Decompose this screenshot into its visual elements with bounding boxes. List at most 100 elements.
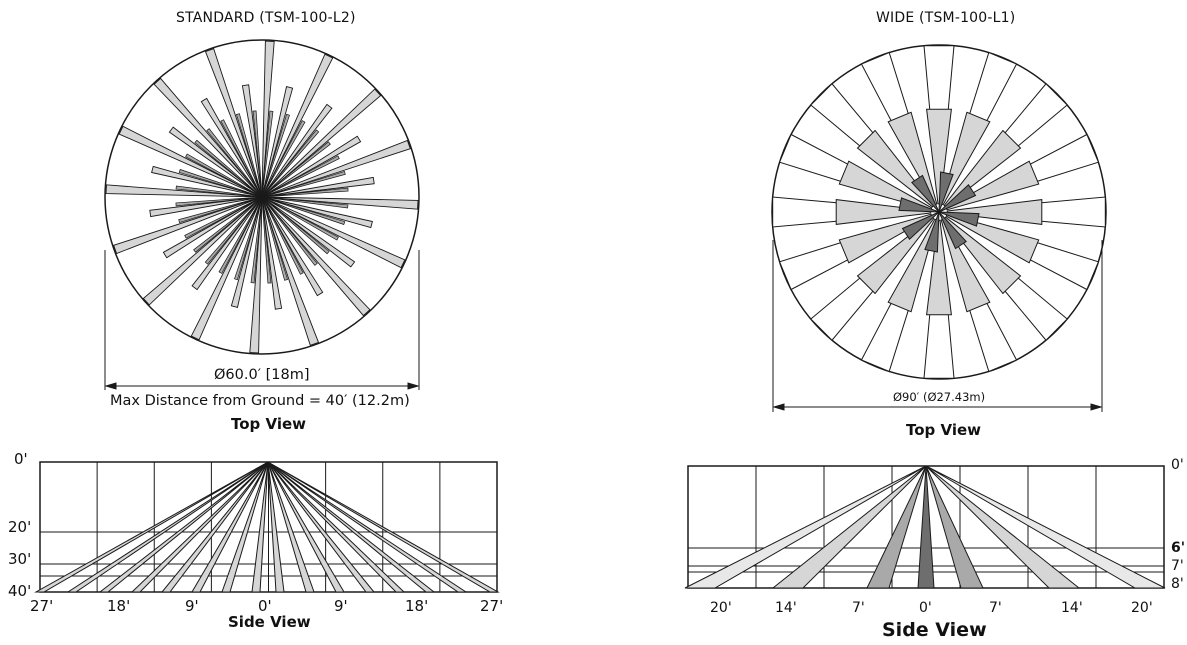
standard-y-label-1: 20' [8,518,32,536]
wide-side-beam [866,465,927,589]
wide-y-label-0: 0' [1171,457,1184,473]
standard-zone-ray-inner [261,110,274,198]
standard-zone-ray-inner [252,110,263,198]
wide-side-beam [925,465,1081,589]
wide-top-view [771,44,1107,380]
standard-zone-ray [261,40,275,198]
standard-zone-ray [153,77,263,198]
standard-side-view-caption: Side View [228,613,311,631]
standard-zone-ray-inner [178,169,263,198]
standard-zone-ray [261,196,283,310]
standard-detection-zones [105,40,419,354]
standard-zone-ray [113,196,263,255]
wide-inner-zone [938,171,954,213]
standard-zone-ray [261,196,356,268]
standard-zone-ray-inner [250,196,263,284]
wide-title: WIDE (TSM-100-L1) [876,10,1016,26]
standard-max-distance-label: Max Distance from Ground = 40′ (12.2m) [110,393,410,409]
standard-side-beam [267,461,500,593]
wide-x-label-2: 7' [852,600,865,616]
standard-diameter-dimension [104,250,420,390]
standard-zone-ray [261,176,375,198]
standard-x-label-3: 0' [258,597,272,615]
standard-top-view [104,39,420,355]
wide-y-label-2: 7' [1171,558,1184,574]
standard-zone-ray-inner [234,196,263,281]
wide-side-beam [771,465,927,589]
standard-zone-ray [261,139,411,198]
standard-zone-ray-inner [193,196,263,253]
standard-side-beam [267,461,468,593]
wide-inner-zone [901,211,940,240]
standard-zone-ray [261,196,371,317]
standard-zone-ray [105,184,263,198]
standard-side-beam [160,461,269,593]
standard-side-beam [267,461,436,593]
wide-diameter-label: Ø90′ (Ø27.43m) [893,390,986,404]
wide-inner-zone [938,184,977,213]
wide-y-label-3: 8' [1171,576,1184,592]
standard-zone-ray-inner [261,155,340,198]
standard-y-label-3: 40' [8,582,32,600]
standard-zone-ray-inner [218,196,263,274]
standard-zone-ray-inner [261,170,346,198]
standard-top-view-caption: Top View [231,415,307,433]
standard-zone-ray-inner [204,196,263,265]
wide-top-view-caption: Top View [906,421,982,439]
wide-x-label-0: 20' [710,600,732,616]
standard-zone-ray [190,196,263,341]
standard-side-beam [267,461,345,593]
standard-zone-ray [200,97,263,198]
standard-zone-ray-inner [178,196,263,224]
standard-zone-ray [261,135,362,198]
standard-diameter-label: Ø60.0′ [18m] [214,367,310,383]
standard-side-beam [66,461,269,593]
standard-zone-ray-inner [261,129,320,198]
wide-x-label-5: 14' [1061,600,1083,616]
standard-x-label-0: 27' [30,597,54,615]
standard-zone-ray-inner [261,196,272,284]
standard-zone-ray-inner [261,196,346,225]
standard-zone-ray-inner [194,139,263,198]
standard-zone-ray-inner [261,141,331,198]
standard-zone-ray [241,84,263,198]
standard-zone-ray [151,165,263,198]
wide-side-view-caption: Side View [882,619,987,641]
standard-zone-ray-inner [206,128,263,198]
standard-zone-ray [162,196,263,259]
standard-side-beam [191,461,269,593]
standard-zone-ray-inner [261,187,349,198]
wide-side-beam [925,465,984,589]
standard-zone-ray [261,88,382,198]
standard-zone-ray-inner [261,120,306,198]
wide-side-beam [917,465,935,589]
wide-side-beam [925,465,1166,589]
wide-mid-zone [838,160,933,211]
standard-side-beam [34,461,269,593]
standard-side-beam [267,461,315,593]
standard-x-label-5: 18' [405,597,429,615]
standard-zone-ray-inner [184,196,263,239]
wide-mid-zone [945,213,1040,264]
standard-zone-ray [168,126,263,198]
standard-side-beam [267,461,285,593]
wide-mid-zone [887,218,938,313]
wide-side-view [684,465,1166,589]
standard-zone-ray-inner [220,119,263,198]
wide-inner-zone [938,211,967,250]
standard-x-label-4: 9' [334,597,348,615]
wide-inner-zone [911,174,940,213]
standard-x-label-2: 9' [185,597,199,615]
wide-side-beam [684,465,927,589]
standard-side-beam [267,461,376,593]
standard-y-label-2: 30' [8,550,32,568]
standard-zone-ray-inner [175,196,263,207]
standard-zone-ray [191,196,263,291]
wide-x-label-3: 0' [919,600,932,616]
standard-zone-ray [261,196,320,346]
standard-zone-ray [261,86,294,198]
standard-zone-ray [142,196,263,306]
standard-side-view [34,461,500,593]
standard-zone-ray-inner [261,113,290,198]
